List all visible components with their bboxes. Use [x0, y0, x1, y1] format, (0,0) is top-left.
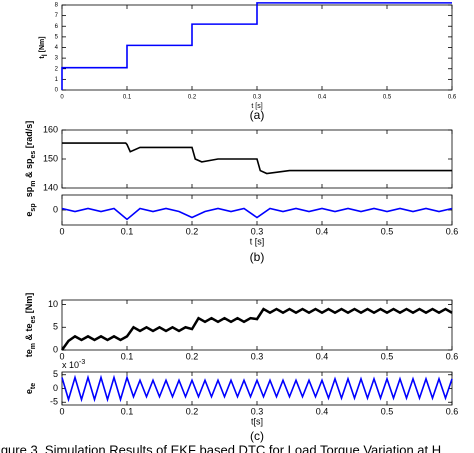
- y-tick-label: 150: [43, 153, 58, 163]
- y-tick-label: 3: [55, 56, 59, 62]
- y-tick-label: 2: [55, 66, 59, 72]
- data-line: [60, 307, 453, 351]
- x-tick-label: 0: [59, 406, 64, 416]
- y-axis-label: spm & spes [rad/s]: [24, 121, 36, 198]
- panel-label: (b): [250, 250, 265, 264]
- x-axis-label: t[s]: [251, 416, 263, 426]
- x-tick-label: 0.6: [446, 351, 459, 361]
- x-tick-label: 0.1: [121, 226, 134, 236]
- x-tick-label: 0: [59, 226, 64, 236]
- label-part: es: [30, 151, 37, 159]
- x-tick-label: 0.2: [188, 95, 197, 101]
- y-tick-label: 5: [53, 322, 58, 332]
- x-tick-label: 0.5: [381, 351, 394, 361]
- x-tick-label: 0.4: [316, 351, 329, 361]
- label-part: t: [39, 56, 46, 59]
- x-tick-label: 0.6: [446, 226, 459, 236]
- y-tick-label: 0: [53, 383, 58, 393]
- label-part: [Nm]: [39, 36, 46, 54]
- panel-label: (a): [250, 108, 265, 122]
- y-tick-label: 10: [48, 299, 58, 309]
- label-part: te: [30, 383, 37, 389]
- x-tick-label: 0.5: [381, 406, 394, 416]
- x-tick-label: 0.2: [186, 226, 199, 236]
- x-tick-label: 0.3: [251, 351, 264, 361]
- x-tick-label: 0.3: [251, 406, 264, 416]
- data-line: [61, 2, 452, 90]
- y-axis-label: tl [Nm]: [39, 36, 49, 58]
- plot-frame: [61, 299, 453, 351]
- label-part: [rad/s]: [24, 121, 34, 151]
- x-tick-label: 0.2: [186, 406, 199, 416]
- label-part: es: [30, 316, 37, 324]
- x-axis-label: t [s]: [251, 103, 262, 110]
- panel-label: (c): [250, 429, 264, 443]
- y-tick-label: 7: [55, 13, 59, 19]
- y-tick-label: 160: [43, 124, 58, 134]
- label-part: sp: [24, 186, 34, 197]
- label-part: te: [24, 349, 34, 357]
- label-part: x 10: [62, 360, 79, 370]
- label-part: e: [24, 389, 34, 394]
- x-tick-label: 0.3: [251, 226, 264, 236]
- data-line: [61, 207, 453, 221]
- y-tick-label: 8: [55, 3, 59, 9]
- x-tick-label: 0.2: [186, 351, 199, 361]
- x-tick-label: 0.1: [121, 351, 134, 361]
- label-part: l: [42, 54, 49, 56]
- y-tick-label: 0: [53, 204, 58, 214]
- y-tick-label: 1: [55, 77, 59, 83]
- figure-caption: Figure 3. Simulation Results of EKF base…: [0, 442, 441, 453]
- y-tick-label: 4: [55, 45, 59, 51]
- x-tick-label: 0.5: [381, 226, 394, 236]
- y-tick-label: 5: [53, 369, 58, 379]
- label-part: m: [30, 181, 37, 187]
- label-part: m: [30, 343, 37, 349]
- axis-multiplier: x 10-3: [62, 359, 85, 371]
- y-axis-label: esp: [24, 203, 36, 216]
- y-tick-label: 0: [55, 88, 59, 94]
- x-tick-label: 0.5: [383, 95, 392, 101]
- x-tick-label: 0.6: [448, 95, 457, 101]
- data-line: [61, 374, 453, 403]
- x-tick-label: 0.6: [446, 406, 459, 416]
- x-tick-label: 0.3: [253, 95, 262, 101]
- x-tick-label: 0: [60, 95, 64, 101]
- y-tick-label: 0: [53, 344, 58, 354]
- label-part: [Nm]: [24, 293, 34, 316]
- label-part: e: [24, 212, 34, 217]
- x-tick-label: 0.4: [316, 406, 329, 416]
- label-part: & te: [24, 324, 34, 344]
- x-tick-label: 0.4: [316, 226, 329, 236]
- y-tick-label: -5: [50, 397, 58, 407]
- label-part: -3: [79, 359, 85, 366]
- y-axis-label: tem & tees [Nm]: [24, 293, 36, 358]
- y-tick-label: 5: [55, 34, 59, 40]
- x-axis-label: t [s]: [250, 236, 265, 246]
- x-tick-label: 0.4: [318, 95, 327, 101]
- y-tick-label: 140: [43, 182, 58, 192]
- y-tick-label: 6: [55, 24, 59, 30]
- label-part: & sp: [24, 158, 34, 181]
- x-tick-label: 0.1: [123, 95, 132, 101]
- x-tick-label: 0.1: [121, 406, 134, 416]
- data-line: [62, 142, 452, 175]
- y-axis-label: ete: [24, 383, 36, 394]
- label-part: sp: [30, 203, 37, 211]
- x-tick-label: 0: [59, 351, 64, 361]
